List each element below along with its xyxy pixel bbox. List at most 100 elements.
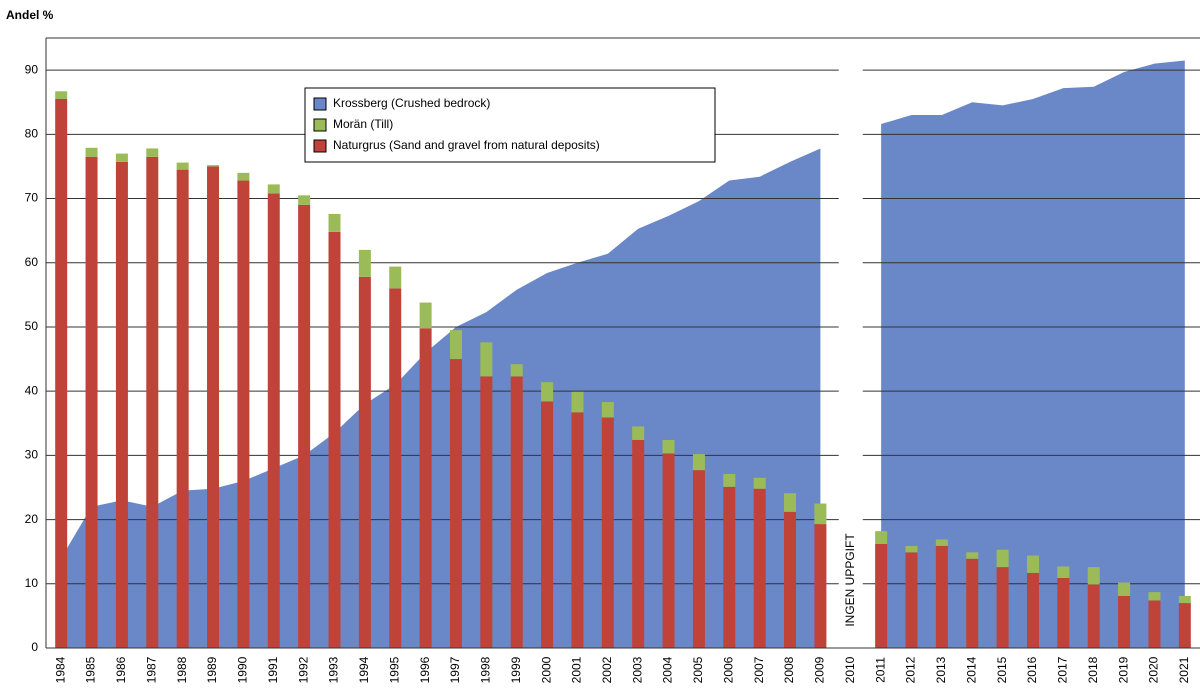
bar: [449, 359, 462, 648]
x-tick-label: 2014: [964, 656, 978, 683]
bar: [1057, 566, 1070, 579]
y-tick-label: 10: [25, 576, 39, 590]
bar: [237, 172, 250, 181]
bar: [784, 493, 797, 512]
bar: [814, 524, 827, 648]
bar: [207, 166, 220, 648]
legend-swatch: [313, 97, 327, 111]
x-tick-label: 2005: [691, 656, 705, 683]
legend-box: [304, 87, 716, 163]
x-tick-label: 1991: [266, 656, 280, 683]
y-tick-label: 30: [25, 448, 39, 462]
bar: [723, 486, 736, 648]
y-axis-label: Andel %: [6, 8, 54, 22]
bar: [996, 549, 1009, 568]
bar: [328, 213, 341, 232]
bar: [784, 511, 797, 648]
x-tick-label: 1990: [236, 656, 250, 683]
x-tick-label: 1993: [327, 656, 341, 683]
x-tick-label: 1987: [144, 656, 158, 683]
y-tick-label: 60: [25, 255, 39, 269]
x-tick-label: 2007: [752, 656, 766, 683]
x-tick-label: 2016: [1025, 656, 1039, 683]
x-tick-label: 1998: [479, 656, 493, 683]
legend-label: Morän (Till): [333, 117, 393, 131]
bar: [935, 545, 948, 648]
y-tick-label: 0: [31, 640, 38, 654]
bar: [541, 382, 554, 402]
bar: [601, 402, 614, 418]
bar: [207, 165, 220, 167]
bar: [389, 266, 402, 289]
bar: [1148, 600, 1161, 648]
bar: [753, 477, 766, 489]
x-tick-label: 2015: [995, 656, 1009, 683]
y-tick-label: 50: [25, 319, 39, 333]
legend: Krossberg (Crushed bedrock) Morän (Till) N…: [304, 87, 716, 163]
x-tick-label: 2010: [843, 656, 857, 683]
gap: [838, 39, 863, 648]
bar: [662, 453, 675, 648]
legend-label: Naturgrus (Sand and gravel from natural …: [333, 138, 600, 152]
bar: [905, 545, 918, 553]
x-tick-label: 2008: [782, 656, 796, 683]
bar: [966, 558, 979, 648]
bar: [176, 162, 189, 170]
bar: [662, 439, 675, 454]
x-tick-label: 2018: [1086, 656, 1100, 683]
legend-swatch: [313, 118, 327, 132]
bar: [146, 148, 159, 157]
bar: [328, 231, 341, 649]
bar: [298, 195, 311, 205]
x-tick-label: 2001: [570, 656, 584, 683]
bar: [692, 454, 705, 471]
x-tick-label: 1997: [448, 656, 462, 683]
x-tick-label: 1984: [53, 656, 67, 683]
bar: [632, 439, 645, 648]
bar: [632, 426, 645, 440]
bar: [905, 552, 918, 648]
bar: [966, 552, 979, 559]
bar: [571, 412, 584, 648]
bar: [1087, 584, 1100, 648]
x-tick-label: 1999: [509, 656, 523, 683]
x-tick-label: 1996: [418, 656, 432, 683]
bar: [601, 417, 614, 648]
x-tick-label: 2012: [904, 656, 918, 683]
y-tick-label: 40: [25, 383, 39, 397]
x-tick-label: 2019: [1116, 656, 1130, 683]
bar: [541, 401, 554, 648]
bar: [389, 288, 402, 648]
bar: [358, 276, 371, 648]
bar: [1148, 592, 1161, 601]
bar: [510, 376, 523, 648]
x-tick-label: 1986: [114, 656, 128, 683]
bar: [298, 204, 311, 648]
bar: [237, 180, 250, 648]
bar: [1026, 555, 1039, 573]
x-tick-label: 2004: [661, 656, 675, 683]
x-tick-label: 1988: [175, 656, 189, 683]
x-tick-label: 2013: [934, 656, 948, 683]
bar: [692, 470, 705, 648]
x-tick-label: 2003: [630, 656, 644, 683]
bar: [146, 156, 159, 648]
bar: [571, 391, 584, 413]
x-tick-label: 2006: [721, 656, 735, 683]
x-tick-label: 2009: [813, 656, 827, 683]
bar: [1057, 578, 1070, 648]
x-tick-label: 1985: [84, 656, 98, 683]
x-tick-label: 2000: [539, 656, 553, 683]
bar: [115, 153, 128, 162]
x-tick-label: 2002: [600, 656, 614, 683]
bar: [449, 330, 462, 360]
x-tick-label: 1989: [205, 656, 219, 683]
bar: [1026, 572, 1039, 648]
bar: [996, 567, 1009, 648]
x-tick-label: 1995: [387, 656, 401, 683]
bar: [267, 184, 280, 194]
bar: [419, 328, 432, 648]
y-tick-label: 80: [25, 126, 39, 140]
area: [61, 60, 1185, 648]
